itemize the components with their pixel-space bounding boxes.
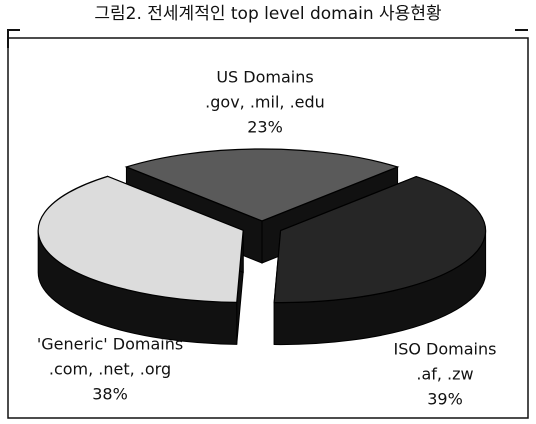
slice-label: 'Generic' Domains	[37, 335, 183, 354]
slice-label: US Domains	[216, 68, 313, 87]
slice-value: 38%	[92, 385, 128, 404]
slice-label: ISO Domains	[394, 340, 497, 359]
slice-detail: .com, .net, .org	[49, 360, 171, 379]
frame	[7, 29, 20, 48]
slice	[124, 148, 400, 222]
slice-value: 39%	[427, 390, 463, 409]
slice	[37, 175, 244, 303]
slice-value: 23%	[247, 118, 283, 137]
chart-title: 그림2. 전세계적인 top level domain 사용현황	[94, 4, 441, 24]
title-bg	[24, 2, 512, 36]
frame	[7, 37, 529, 419]
slice-detail: .af, .zw	[416, 365, 473, 384]
slice-detail: .gov, .mil, .edu	[205, 93, 325, 112]
pie	[37, 148, 487, 346]
slice	[273, 175, 487, 304]
labels: US Domains .gov, .mil, .edu 23% ISO Domains…	[37, 68, 497, 409]
